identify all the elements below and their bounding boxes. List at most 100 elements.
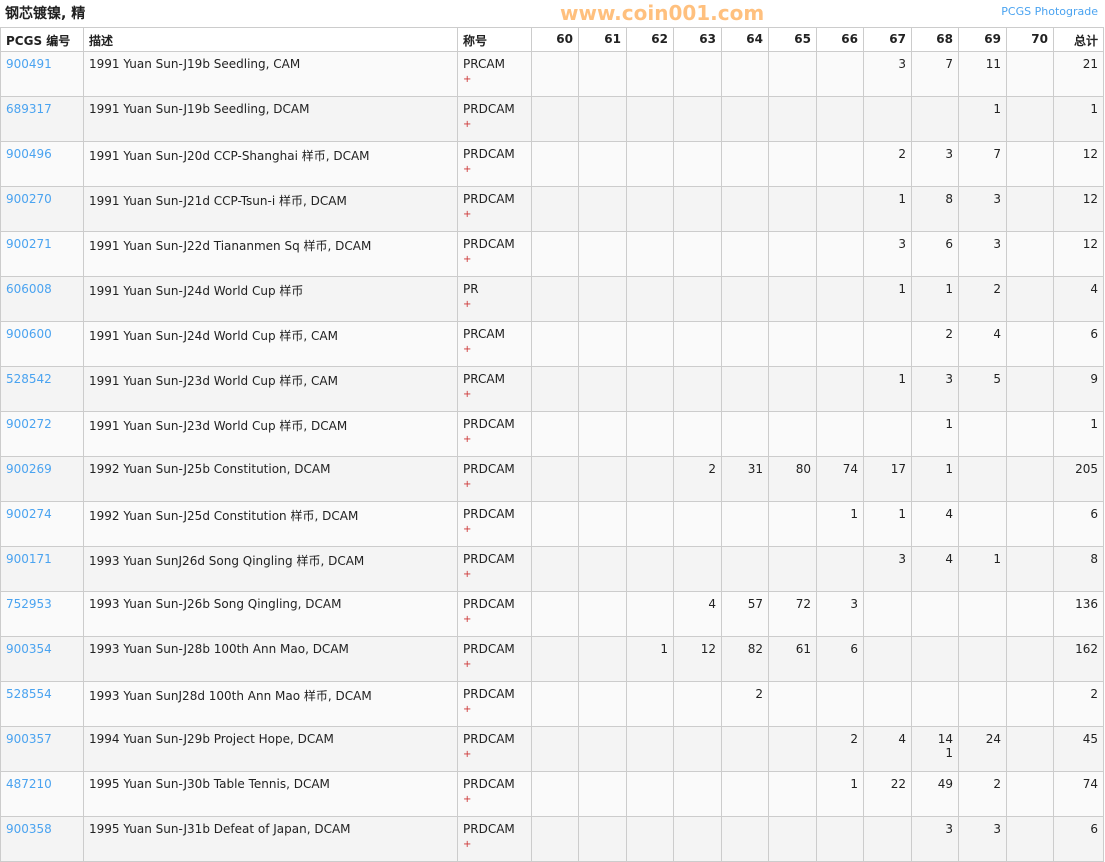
grade-count-cell xyxy=(768,501,817,547)
grade-count-cell xyxy=(531,231,579,277)
pcgs-number-link[interactable]: 900270 xyxy=(6,192,52,206)
grade-count-cell: 57 xyxy=(721,591,769,637)
grade-count-cell: 22 xyxy=(863,771,912,817)
description-cell: 1993 Yuan SunJ26d Song Qingling 样币, DCAM xyxy=(83,546,458,592)
pcgs-number-link[interactable]: 900354 xyxy=(6,642,52,656)
designation: PRDCAM xyxy=(463,462,515,476)
grade-count-cell xyxy=(531,321,579,367)
designation: PRCAM xyxy=(463,372,505,386)
pcgs-number-link[interactable]: 900271 xyxy=(6,237,52,251)
description-cell: 1993 Yuan Sun-J28b 100th Ann Mao, DCAM xyxy=(83,636,458,682)
grade-count: 3 xyxy=(850,597,858,611)
grade-count-cell xyxy=(1006,816,1054,862)
grade-count-cell xyxy=(531,456,579,502)
grade-count: 2 xyxy=(945,327,953,341)
grade-count-cell xyxy=(721,411,769,457)
designation: PRDCAM xyxy=(463,237,515,251)
pcgs-number-link[interactable]: 487210 xyxy=(6,777,52,791)
designation-cell: PRDCAM + xyxy=(457,231,532,277)
grade-count-cell xyxy=(721,51,769,97)
description-cell: 1991 Yuan Sun-J23d World Cup 样币, CAM xyxy=(83,366,458,412)
total-cell: 45 xyxy=(1053,726,1104,772)
grade-count-cell xyxy=(578,51,627,97)
grade-count-cell xyxy=(911,96,959,142)
pcgs-number-link[interactable]: 606008 xyxy=(6,282,52,296)
grade-count-cell xyxy=(958,501,1007,547)
table-row: 900354 1993 Yuan Sun-J28b 100th Ann Mao, … xyxy=(0,636,1104,682)
column-header: 64 xyxy=(721,27,769,52)
grade-count-cell xyxy=(626,501,674,547)
plus-grade-marker: + xyxy=(463,74,472,85)
grade-count: 2 xyxy=(993,777,1001,791)
grade-count: 1 xyxy=(898,372,906,386)
grade-count-cell xyxy=(721,366,769,412)
pcgs-number-link[interactable]: 528554 xyxy=(6,687,52,701)
grade-count-cell: 2 xyxy=(863,141,912,187)
column-header: 61 xyxy=(578,27,627,52)
grade-count: 6 xyxy=(945,237,953,251)
grade-count-cell xyxy=(721,501,769,547)
pcgs-number-link[interactable]: 900600 xyxy=(6,327,52,341)
grade-count: 1 xyxy=(898,192,906,206)
description-cell: 1995 Yuan Sun-J31b Defeat of Japan, DCAM xyxy=(83,816,458,862)
table-row: 900357 1994 Yuan Sun-J29b Project Hope, D… xyxy=(0,726,1104,772)
grade-count-cell: 3 xyxy=(958,816,1007,862)
pcgs-number-cell: 528554 xyxy=(0,681,84,727)
pcgs-number-link[interactable]: 900272 xyxy=(6,417,52,431)
grade-count-cell: 2 xyxy=(958,771,1007,817)
column-header: 总计 xyxy=(1053,27,1104,52)
grade-count-cell xyxy=(721,231,769,277)
total-cell: 1 xyxy=(1053,96,1104,142)
table-row: 900600 1991 Yuan Sun-J24d World Cup 样币, C… xyxy=(0,321,1104,367)
pcgs-photograde-link[interactable]: PCGS Photograde xyxy=(1001,5,1098,18)
pcgs-number-link[interactable]: 900358 xyxy=(6,822,52,836)
designation: PRDCAM xyxy=(463,552,515,566)
description-cell: 1991 Yuan Sun-J24d World Cup 样币, CAM xyxy=(83,321,458,367)
grade-count-cell xyxy=(816,546,864,592)
pcgs-number-link[interactable]: 528542 xyxy=(6,372,52,386)
pcgs-number-link[interactable]: 900491 xyxy=(6,57,52,71)
grade-count-cell: 4 xyxy=(958,321,1007,367)
grade-count-cell: 2 xyxy=(673,456,722,502)
designation: PRCAM xyxy=(463,57,505,71)
grade-count-cell xyxy=(626,771,674,817)
pcgs-number-link[interactable]: 689317 xyxy=(6,102,52,116)
column-header: 63 xyxy=(673,27,722,52)
table-row: 900272 1991 Yuan Sun-J23d World Cup 样币, D… xyxy=(0,411,1104,457)
grade-count: 17 xyxy=(890,462,906,476)
pcgs-number-link[interactable]: 900171 xyxy=(6,552,52,566)
grade-count-cell xyxy=(578,231,627,277)
grade-count-cell xyxy=(578,96,627,142)
grade-count: 1 xyxy=(850,777,858,791)
grade-count-cell xyxy=(816,96,864,142)
grade-count: 3 xyxy=(945,822,953,836)
grade-count-cell xyxy=(721,141,769,187)
grade-count-cell xyxy=(863,96,912,142)
grade-count-cell: 17 xyxy=(863,456,912,502)
pcgs-number-link[interactable]: 900274 xyxy=(6,507,52,521)
grade-count-cell xyxy=(816,366,864,412)
grade-count-cell: 2 xyxy=(958,276,1007,322)
pcgs-number-cell: 606008 xyxy=(0,276,84,322)
grade-count-cell xyxy=(958,636,1007,682)
watermark: www.coin001.com xyxy=(560,1,765,25)
pcgs-number-link[interactable]: 900269 xyxy=(6,462,52,476)
pcgs-number-link[interactable]: 900357 xyxy=(6,732,52,746)
pcgs-number-cell: 900357 xyxy=(0,726,84,772)
grade-count-cell xyxy=(816,276,864,322)
grade-count-cell xyxy=(1006,501,1054,547)
grade-count-cell xyxy=(531,411,579,457)
designation: PRDCAM xyxy=(463,597,515,611)
grade-count-cell: 2 xyxy=(721,681,769,727)
pcgs-number-link[interactable]: 752953 xyxy=(6,597,52,611)
grade-count-cell: 3 xyxy=(911,141,959,187)
grade-count-cell xyxy=(626,141,674,187)
plus-grade-marker: + xyxy=(463,164,472,175)
total-cell: 21 xyxy=(1053,51,1104,97)
grade-count-cell: 1 xyxy=(863,276,912,322)
pcgs-number-link[interactable]: 900496 xyxy=(6,147,52,161)
plus-grade-marker: + xyxy=(463,119,472,130)
grade-count-cell xyxy=(578,816,627,862)
grade-count-cell xyxy=(626,816,674,862)
table-row: 487210 1995 Yuan Sun-J30b Table Tennis, D… xyxy=(0,771,1104,817)
